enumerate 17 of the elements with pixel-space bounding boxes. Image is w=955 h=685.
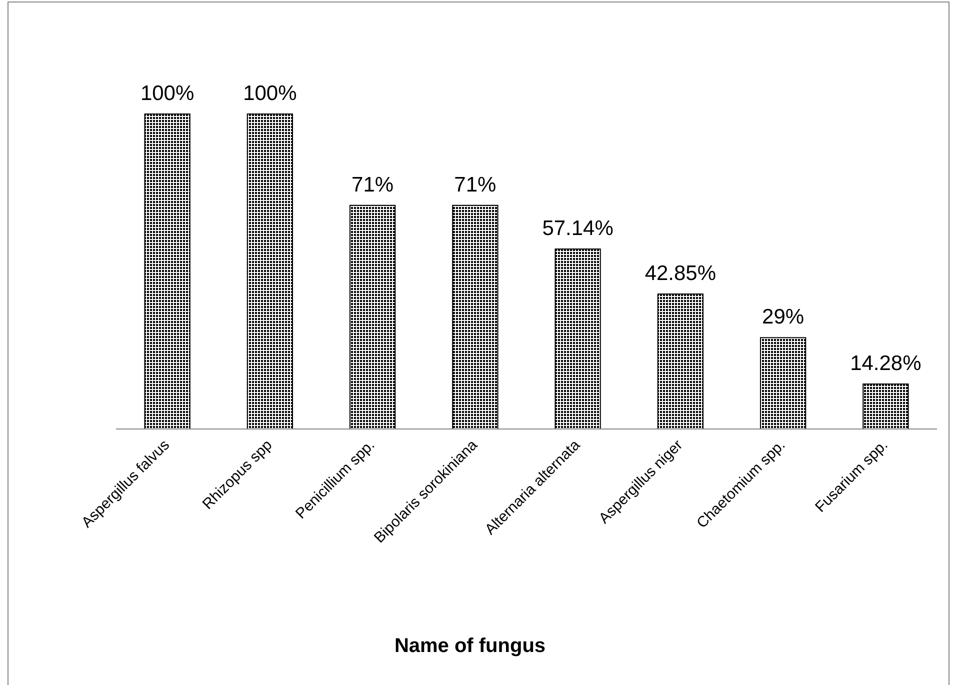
bar xyxy=(349,204,396,430)
data-label: 29% xyxy=(762,306,804,329)
data-label: 71% xyxy=(454,173,496,196)
bar xyxy=(246,114,294,430)
bar xyxy=(657,294,704,430)
bar xyxy=(452,204,498,430)
data-label: 57.14% xyxy=(542,217,614,240)
bar xyxy=(862,384,909,430)
data-label: 42.85% xyxy=(644,262,716,286)
data-label: 71% xyxy=(352,173,394,196)
data-label: 14.28% xyxy=(850,352,922,376)
bar xyxy=(760,337,806,430)
data-label: 100% xyxy=(140,82,194,105)
data-label: 100% xyxy=(243,82,297,105)
x-axis-title: Name of fungus xyxy=(394,635,546,657)
bar xyxy=(554,248,601,430)
bar xyxy=(144,114,190,430)
